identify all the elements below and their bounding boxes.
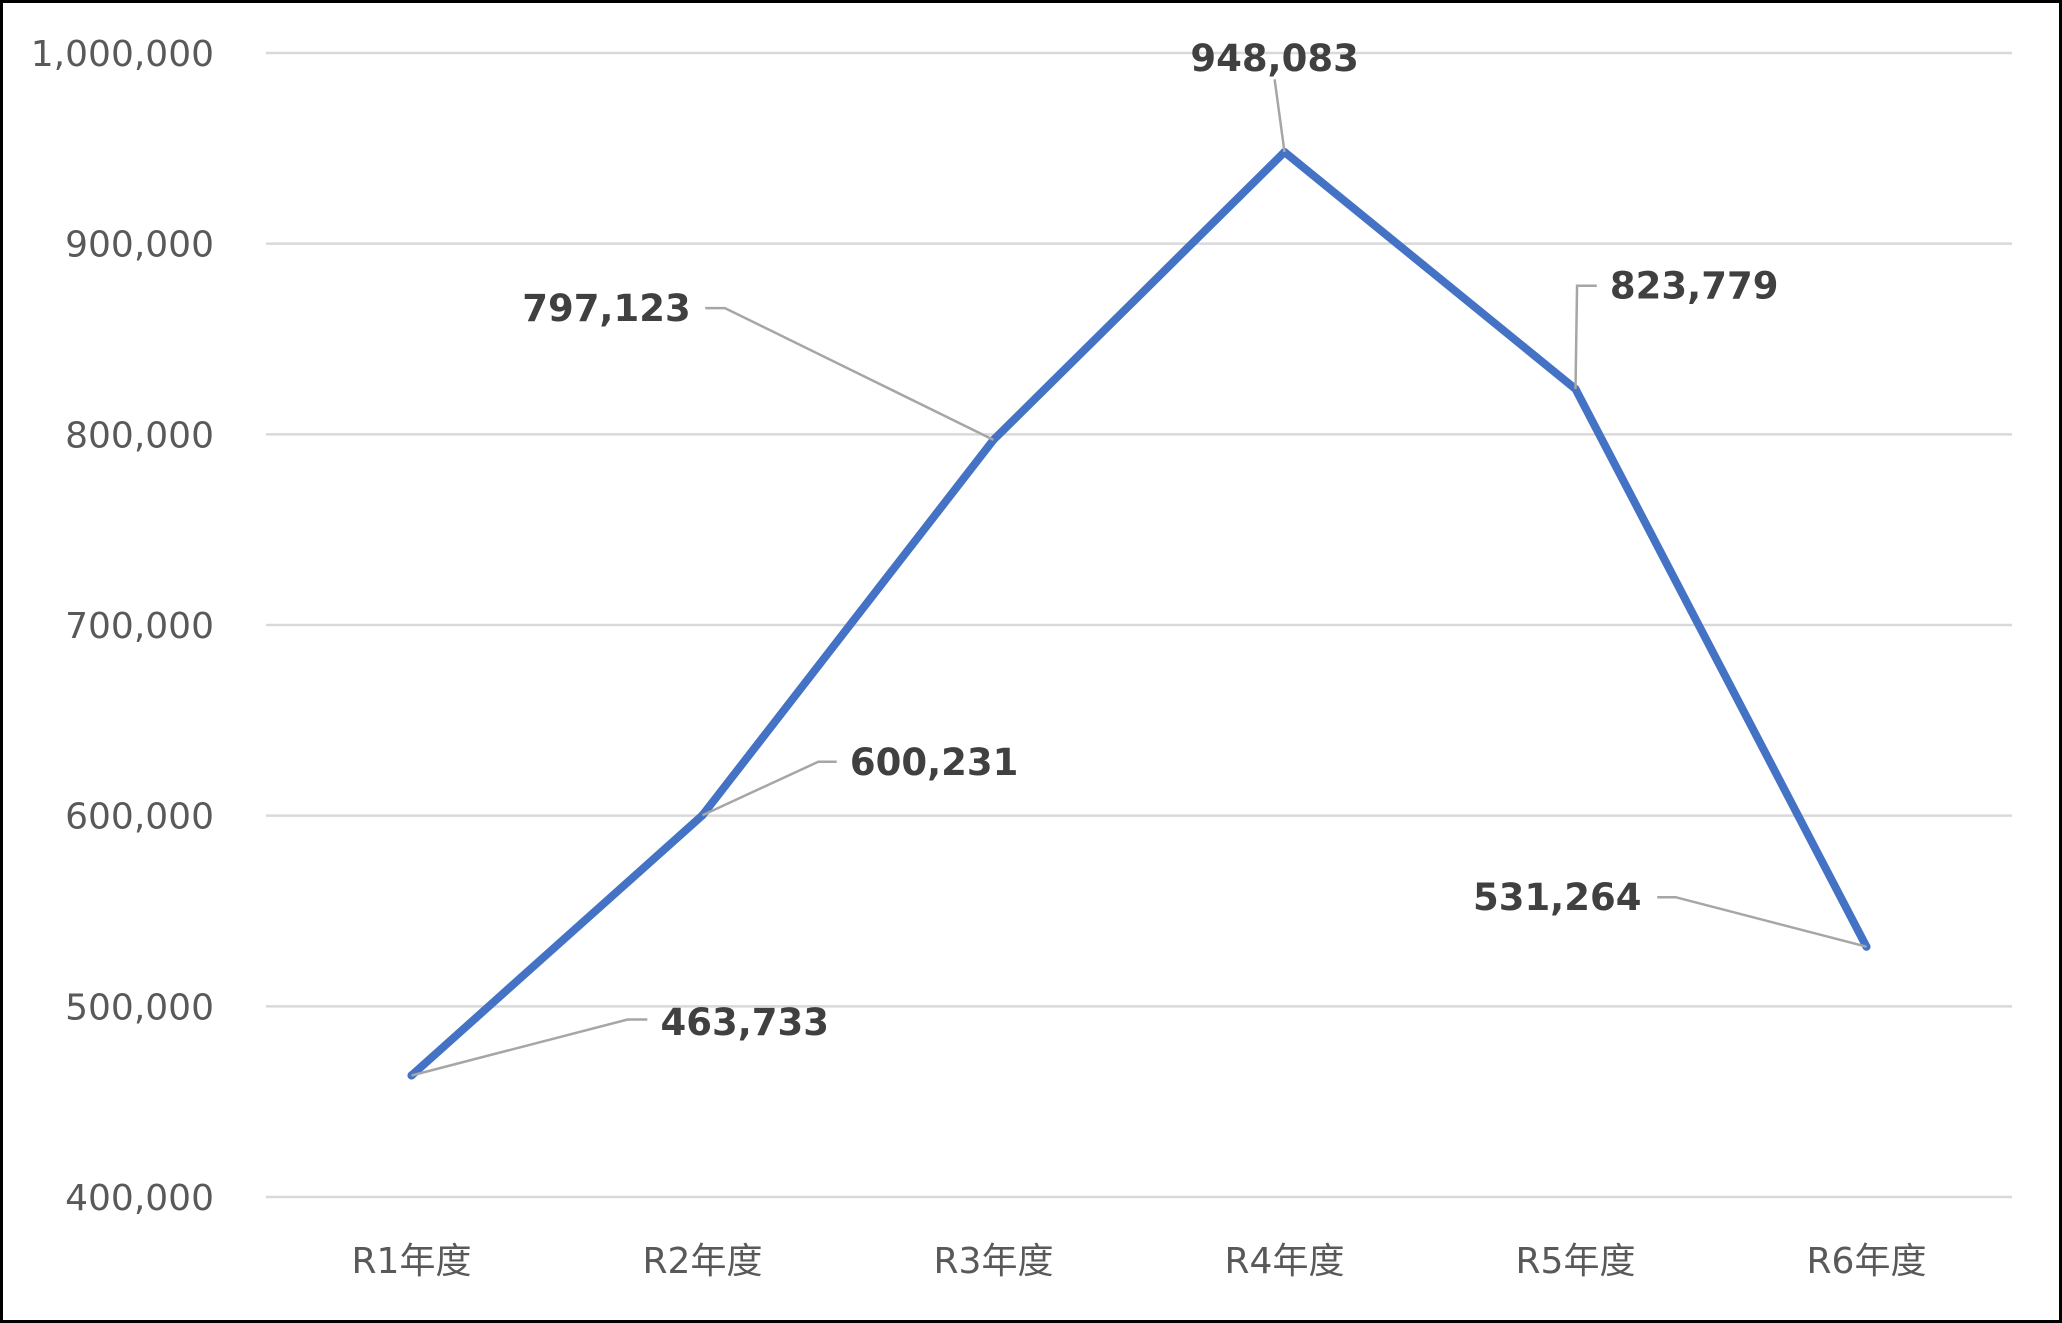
leader-line: [1657, 895, 1867, 948]
data-label: 600,231: [850, 741, 1019, 784]
x-tick-label: R3年度: [934, 1241, 1054, 1282]
data-label: 797,123: [522, 287, 691, 330]
data-label: 823,779: [1610, 265, 1779, 308]
y-tick-label: 500,000: [65, 987, 214, 1028]
leader-line: [701, 760, 837, 817]
y-tick-label: 400,000: [65, 1178, 214, 1219]
x-tick-label: R5年度: [1516, 1241, 1636, 1282]
y-tick-label: 700,000: [65, 606, 214, 647]
data-label: 463,733: [661, 1001, 830, 1044]
leader-line: [1574, 284, 1597, 390]
y-tick-label: 1,000,000: [31, 34, 214, 75]
x-tick-label: R6年度: [1807, 1241, 1927, 1282]
leader-line: [1273, 79, 1286, 153]
y-tick-label: 900,000: [65, 225, 214, 266]
line-chart: 400,000 500,000 600,000 700,000 800,000 900,0…: [31, 34, 2012, 1282]
data-label: 531,264: [1473, 876, 1642, 919]
leader-line: [411, 1018, 648, 1077]
y-tick-label: 800,000: [65, 415, 214, 456]
x-tick-label: R4年度: [1225, 1241, 1345, 1282]
data-label: 948,083: [1190, 37, 1359, 80]
series-line: [407, 147, 1871, 1080]
x-tick-label: R2年度: [643, 1241, 763, 1282]
y-tick-label: 600,000: [65, 797, 214, 838]
x-tick-label: R1年度: [352, 1241, 472, 1282]
leader-line: [705, 306, 995, 441]
